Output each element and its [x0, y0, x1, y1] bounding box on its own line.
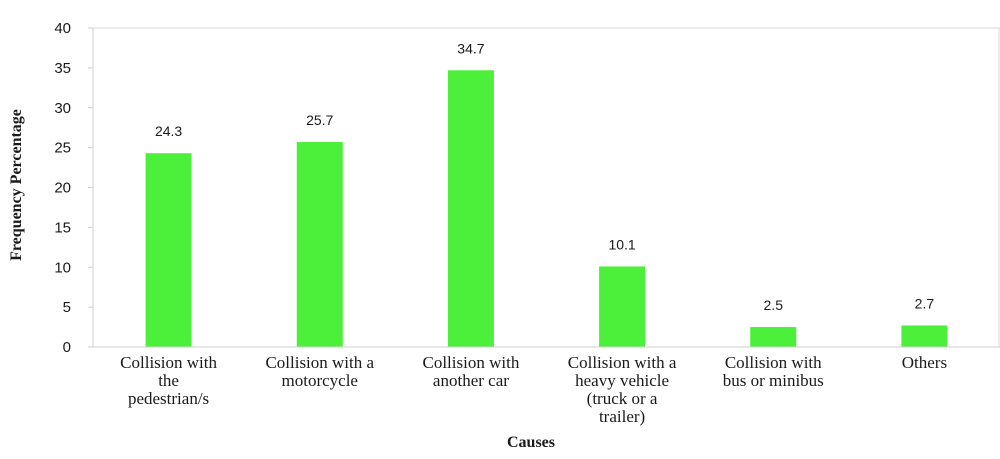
x-tick-label: Collision with a motorcycle [265, 353, 374, 390]
y-tick-label: 0 [63, 339, 71, 356]
x-tick-label: Collision with bus or minibus [723, 353, 824, 390]
bar [145, 153, 192, 347]
y-tick-label: 15 [54, 219, 71, 236]
bar [296, 142, 343, 347]
y-tick-label: 5 [63, 299, 71, 316]
data-label: 2.7 [915, 295, 935, 311]
plot-frame [93, 27, 1000, 347]
y-axis: 0 5 10 15 20 25 30 35 40 [54, 20, 94, 356]
data-labels: 24.3 25.7 34.7 10.1 2.5 2.7 [155, 40, 934, 313]
y-tick-label: 35 [54, 60, 71, 77]
data-label: 25.7 [306, 112, 333, 128]
y-tick-label: 40 [54, 20, 71, 37]
x-tick-label: Collision with a heavy vehicle (truck or a… [568, 353, 677, 426]
y-axis-title: Frequency Percentage [8, 109, 25, 261]
x-axis: Collision with the pedestrian/s Collision w… [93, 346, 1000, 426]
y-tick-label: 25 [54, 140, 71, 157]
data-label: 24.3 [155, 123, 182, 139]
y-tick-label: 20 [54, 180, 71, 197]
x-axis-title: Causes [507, 434, 555, 451]
bar [599, 266, 646, 347]
bars [145, 70, 948, 347]
bar [750, 327, 797, 347]
data-label: 10.1 [608, 236, 635, 252]
x-tick-label: Collision with the pedestrian/s [120, 353, 217, 408]
bar [447, 70, 494, 347]
x-tick-label: Others [902, 353, 947, 372]
data-label: 34.7 [457, 40, 484, 56]
y-tick-label: 30 [54, 100, 71, 117]
bar [901, 325, 948, 347]
y-tick-label: 10 [54, 259, 71, 276]
data-label: 2.5 [764, 297, 784, 313]
x-tick-label: Collision with another car [423, 353, 520, 390]
